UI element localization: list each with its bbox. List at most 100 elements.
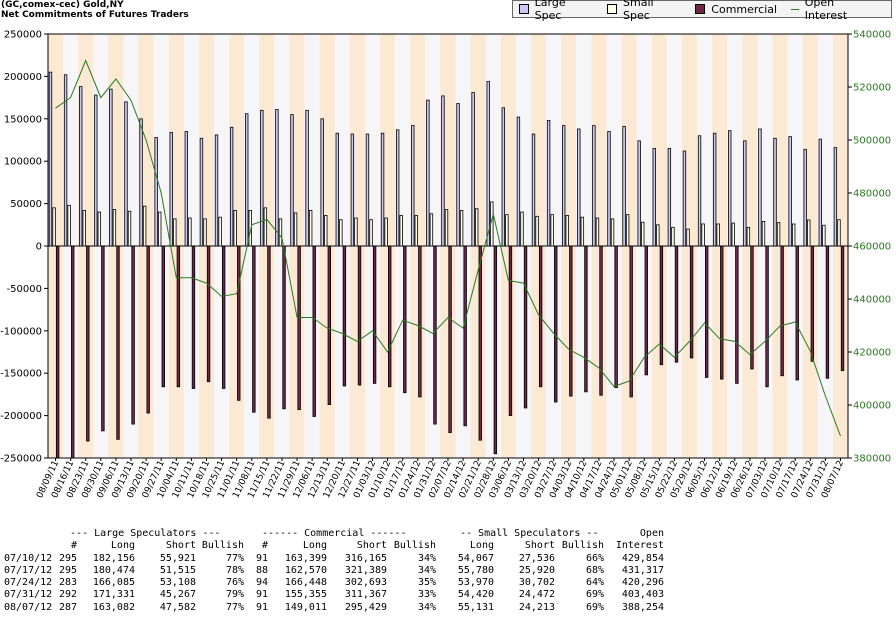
chart-subtitle: Net Commitments of Futures Traders (1, 10, 189, 20)
bar-small-spec (671, 226, 675, 247)
bar-commercial (493, 245, 498, 455)
bar-commercial (523, 245, 528, 409)
bar-small-spec (444, 209, 449, 247)
bar-large-spec (335, 132, 339, 247)
bar-commercial (735, 245, 739, 384)
bar-small-spec (308, 209, 313, 247)
bar-small-spec (475, 208, 479, 247)
y-tick-label: 250000 (4, 30, 42, 41)
bar-small-spec (97, 211, 102, 247)
bar-small-spec (641, 221, 645, 247)
bar-small-spec (218, 216, 222, 247)
column-header: Bullish (201, 540, 244, 552)
bar-commercial (584, 245, 588, 393)
bar-large-spec (607, 131, 611, 247)
table-cell: 24,213 (518, 601, 555, 613)
bar-small-spec (339, 219, 343, 247)
table-cell: 316,165 (344, 552, 387, 564)
bar-large-spec (622, 126, 626, 247)
table-row: 08/07/12 287 163,082 47,582 77% 91 149,011 295,… (0, 602, 896, 614)
table-cell: 77% (225, 552, 244, 564)
legend-label-commercial: Commercial (711, 2, 778, 16)
table-cell-date: 07/17/12 (4, 564, 53, 576)
table-cell: 51,515 (159, 564, 196, 576)
bar-commercial (357, 245, 362, 386)
y2-tick-label: 380000 (853, 454, 891, 465)
y2-tick-label: 500000 (853, 136, 891, 147)
table-cell: 155,355 (284, 589, 327, 601)
bar-small-spec (354, 217, 358, 247)
bar-commercial (71, 245, 75, 459)
bar-small-spec (263, 207, 268, 247)
bar-commercial (131, 245, 135, 425)
cot-data-table: --- Large Speculators --- ------ Commerci… (0, 528, 896, 614)
bar-commercial (840, 245, 845, 372)
cot-chart: 250000200000150000100000500000-50000-100… (0, 30, 891, 500)
y-tick-label: -100000 (0, 326, 42, 337)
bar-small-spec (399, 215, 403, 247)
legend: Large Spec Small Spec Commercial Open In… (512, 0, 892, 22)
bar-large-spec (169, 131, 173, 247)
bar-large-spec (471, 92, 475, 247)
bar-large-spec (275, 109, 279, 247)
bar-large-spec (245, 113, 249, 247)
bar-commercial (810, 245, 815, 362)
bar-commercial (689, 245, 694, 359)
bar-commercial (342, 245, 347, 387)
bar-small-spec (656, 224, 660, 247)
bar-large-spec (486, 81, 490, 247)
column-header: Short (524, 540, 555, 552)
bar-large-spec (63, 74, 68, 247)
y2-tick-label: 460000 (853, 242, 891, 253)
bar-commercial (388, 245, 392, 388)
bar-small-spec (791, 223, 796, 247)
legend-line-open-interest (791, 8, 799, 10)
bar-commercial (780, 245, 784, 377)
legend-item-small-spec: Small Spec (607, 0, 681, 22)
legend-item-large-spec: Large Spec (519, 0, 593, 22)
legend-item-commercial: Commercial (695, 3, 777, 16)
table-cell-date: 07/24/12 (4, 577, 53, 589)
bar-commercial (720, 245, 724, 380)
group-header-commercial: ------ Commercial ------ (262, 528, 407, 539)
table-row: 07/31/12 292 171,331 45,267 79% 91 155,355 311,… (0, 589, 896, 601)
column-header: Short (165, 540, 196, 552)
bar-large-spec (546, 120, 551, 247)
bar-large-spec (199, 137, 204, 247)
table-cell: 166,085 (92, 577, 135, 589)
legend-swatch-large-spec (519, 4, 529, 14)
bar-small-spec (459, 209, 464, 247)
bar-large-spec (516, 116, 521, 247)
bar-large-spec (124, 101, 128, 247)
table-cell-date: 07/31/12 (4, 589, 53, 601)
y-tick-label: 100000 (4, 157, 42, 168)
legend-label-small-spec: Small Spec (623, 0, 654, 22)
bar-small-spec (716, 223, 720, 247)
table-row: 07/24/12 283 166,085 53,108 76% 94 166,448 302,… (0, 577, 896, 589)
legend-label-large-spec: Large Spec (534, 0, 566, 22)
bar-small-spec (595, 217, 600, 247)
bar-small-spec (67, 204, 71, 247)
bar-small-spec (293, 212, 298, 247)
y2-tick-label: 480000 (853, 189, 891, 200)
y2-tick-label: 420000 (853, 348, 891, 359)
bar-commercial (750, 245, 754, 370)
bar-small-spec (731, 222, 735, 247)
table-cell: 53,970 (457, 577, 494, 589)
bar-large-spec (562, 125, 566, 247)
group-header-open: Open (639, 528, 664, 539)
table-cell: 91 (255, 552, 268, 564)
legend-item-open-interest: Open Interest (791, 0, 877, 22)
bar-large-spec (48, 71, 53, 247)
bar-commercial (508, 245, 513, 417)
table-cell: 69% (585, 589, 604, 601)
bar-large-spec (365, 133, 370, 247)
bar-commercial (372, 245, 377, 384)
column-header: Long (302, 540, 327, 552)
bar-commercial (433, 245, 437, 425)
bar-large-spec (652, 148, 656, 247)
bar-large-spec (260, 109, 264, 247)
bar-small-spec (384, 217, 388, 247)
bar-large-spec (411, 125, 415, 247)
bar-large-spec (667, 148, 672, 247)
